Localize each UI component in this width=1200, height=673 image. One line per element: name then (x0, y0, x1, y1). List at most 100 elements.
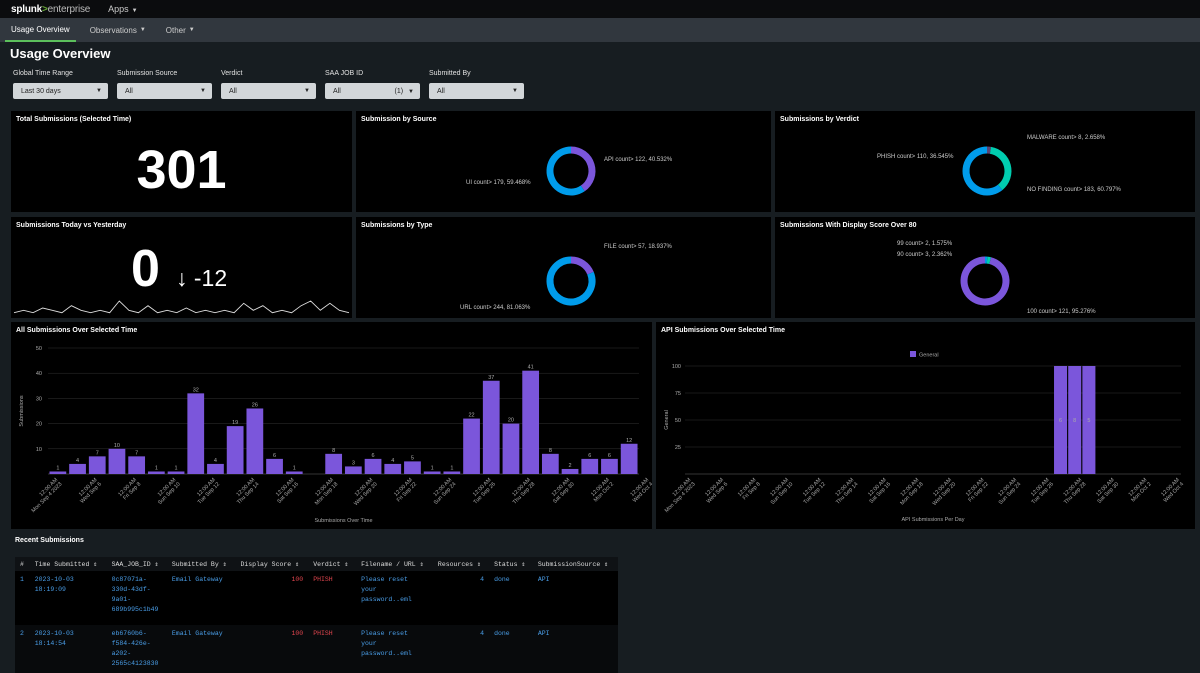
bar-value-label: 1 (450, 465, 453, 471)
tab-observations[interactable]: Observations▼ (84, 18, 152, 42)
table-cell: 4 (433, 625, 489, 673)
bar-value-label: 4 (76, 458, 79, 464)
saa-job-id-select[interactable]: All(1) ▼ (325, 83, 420, 99)
caret-down-icon: ▼ (189, 27, 195, 33)
bar-value-label: 20 (508, 418, 514, 424)
bar-value-label: 6 (1059, 418, 1062, 424)
bar (601, 459, 618, 474)
bar (128, 456, 145, 474)
y-tick-label: 75 (675, 391, 681, 397)
type-label-file: FILE count> 57, 18.937% (604, 244, 673, 250)
tab-other[interactable]: Other▼ (160, 18, 201, 42)
donut-slice-no-finding (966, 150, 1000, 192)
y-tick-label: 20 (36, 422, 42, 428)
type-label-url: URL count> 244, 81.063% (460, 305, 531, 311)
table-cell: Email Gateway (167, 571, 236, 625)
score-donut[interactable] (964, 260, 1006, 302)
bar (562, 469, 579, 474)
bar (404, 461, 421, 474)
column-header[interactable]: SAA_JOB_ID ⇕ (107, 557, 167, 571)
donut-slice-api (571, 150, 592, 188)
column-header[interactable]: Verdict ⇕ (308, 557, 356, 571)
top-bar: splunk>enterprise Apps▼ (0, 0, 1200, 18)
recent-submissions-title: Recent Submissions (15, 537, 84, 544)
verdict-select[interactable]: All▼ (221, 83, 316, 99)
bar-value-label: 6 (588, 453, 591, 459)
column-header[interactable]: Filename / URL ⇕ (356, 557, 433, 571)
type-donut-chart: FILE count> 57, 18.937% URL count> 244, … (356, 217, 771, 318)
total-submissions-value: 301 (11, 139, 352, 201)
table-cell: PHISH (308, 571, 356, 625)
column-header[interactable]: SubmissionSource ⇕ (533, 557, 618, 571)
table-cell: PHISH (308, 625, 356, 673)
donut-slice-100 (964, 260, 1006, 302)
bar-value-label: 8 (549, 448, 552, 454)
splunk-logo[interactable]: splunk>enterprise (11, 4, 90, 15)
recent-submissions-table: #Time Submitted ⇕SAA_JOB_ID ⇕Submitted B… (15, 557, 618, 673)
column-header[interactable]: Resources ⇕ (433, 557, 489, 571)
column-header[interactable]: Status ⇕ (489, 557, 533, 571)
bar-value-label: 26 (252, 402, 258, 408)
submitted-by-select[interactable]: All▼ (429, 83, 524, 99)
app-nav-bar: Usage Overview Observations▼ Other▼ (0, 18, 1200, 42)
column-header[interactable]: # (15, 557, 30, 571)
filter-submitted-by: Submitted By All▼ (429, 70, 524, 99)
bar-value-label: 6 (608, 453, 611, 459)
panel-total-submissions: Total Submissions (Selected Time) 301 (11, 111, 352, 212)
bar-value-label: 4 (214, 458, 217, 464)
caret-down-icon: ▼ (132, 8, 138, 14)
column-header[interactable]: Submitted By ⇕ (167, 557, 236, 571)
y-tick-label: 25 (675, 445, 681, 451)
source-donut[interactable] (550, 150, 592, 192)
bar-value-label: 7 (135, 450, 138, 456)
table-cell: done (489, 571, 533, 625)
filter-bar: Global Time Range Last 30 days▼ Submissi… (13, 70, 533, 99)
time-range-select[interactable]: Last 30 days▼ (13, 83, 108, 99)
apps-menu[interactable]: Apps▼ (108, 4, 137, 14)
submission-source-select[interactable]: All▼ (117, 83, 212, 99)
bar (266, 459, 283, 474)
column-header[interactable]: Time Submitted ⇕ (30, 557, 107, 571)
bar-value-label: 8 (1073, 418, 1076, 424)
bar (503, 424, 520, 474)
bar-value-label: 5 (411, 455, 414, 461)
bar (522, 371, 539, 474)
y-tick-label: 30 (36, 396, 42, 402)
y-axis-label: General (664, 410, 670, 430)
x-axis-label: API Submissions Per Day (902, 517, 965, 523)
score-donut-chart: 99 count> 2, 1.575% 90 count> 3, 2.362% … (775, 217, 1195, 318)
column-header[interactable]: Display Score ⇕ (235, 557, 308, 571)
today-sparkline (11, 217, 352, 318)
type-donut[interactable] (550, 260, 592, 302)
panel-display-score-over-80: Submissions With Display Score Over 80 9… (775, 217, 1195, 318)
bar (168, 471, 185, 474)
table-cell: done (489, 625, 533, 673)
sparkline-series (14, 301, 349, 313)
bar-value-label: 8 (332, 448, 335, 454)
bar (325, 454, 342, 474)
verdict-donut[interactable] (966, 150, 1008, 192)
bar (424, 471, 441, 474)
source-donut-chart: API count> 122, 40.532% UI count> 179, 5… (356, 111, 771, 212)
verdict-label-malware: MALWARE count> 8, 2.658% (1027, 135, 1106, 141)
tab-usage-overview[interactable]: Usage Overview (5, 18, 76, 42)
bar-value-label: 4 (391, 458, 394, 464)
y-tick-label: 10 (36, 447, 42, 453)
